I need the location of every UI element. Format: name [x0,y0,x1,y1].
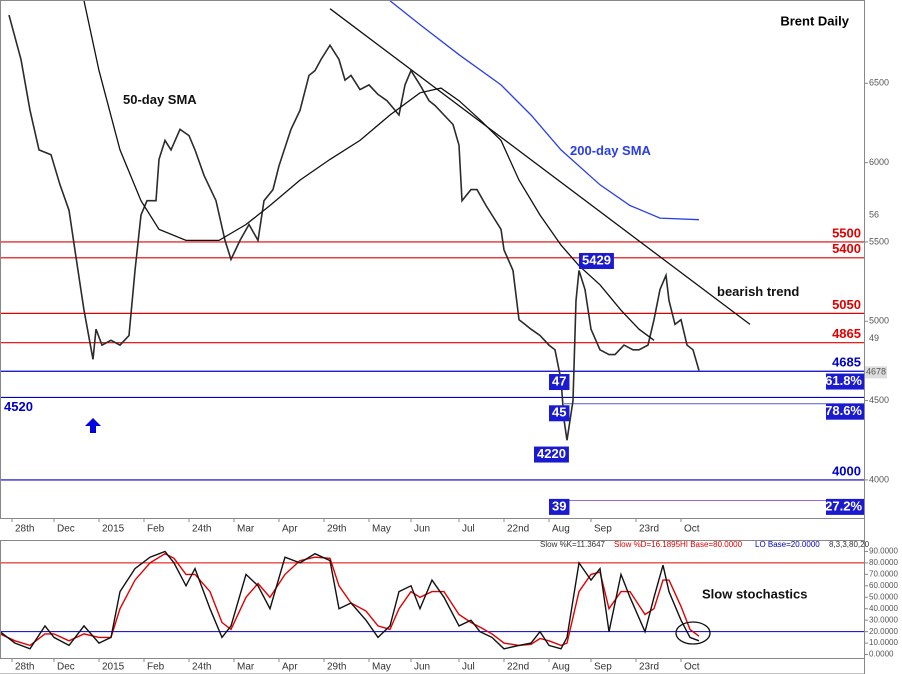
level-label: 5050 [832,297,861,312]
low-arrow [85,418,101,433]
fib-label: 61.8% [825,373,862,388]
box-label: 5429 [582,252,611,267]
stoch-y-tick-label: 30.0000 [869,615,898,624]
stoch-k [0,550,700,650]
stoch-y-tick-label: 50.0000 [869,592,898,601]
y-tick-label: 5000 [869,316,889,326]
x-tick-label: Jun [414,662,430,673]
x-tick-label: 22nd [507,524,529,535]
y-tick-label: 6500 [869,78,889,88]
series-label: 50-day SMA [123,92,197,107]
x-tick-label: Jul [462,662,475,673]
x-tick-label: Dec [57,662,75,673]
stoch-y-tick-label: 10.0000 [869,638,898,647]
box-label: 4220 [537,446,566,461]
fib-label: 127.2% [818,498,863,513]
box [549,498,570,515]
x-tick-label: 22nd [507,662,529,673]
x-tick-label: 24th [192,662,211,673]
x-tick-label: 28th [15,662,34,673]
x-tick-label: Sep [594,662,612,673]
stoch-y-tick-label: 70.0000 [869,569,898,578]
axis-note: 49 [869,333,879,343]
x-tick-label: Dec [57,524,75,535]
x-tick-label: 2015 [102,524,125,535]
fib-box [826,498,864,515]
stoch-y-tick-label: 40.0000 [869,604,898,613]
x-tick-label: 28th [15,524,34,535]
level-label: 4685 [832,355,861,370]
trend-line [329,8,751,325]
box-label: 47 [552,373,566,388]
stoch-header: Slow %D=16.1895 [614,540,681,549]
y-tick-label: 5500 [869,236,889,246]
x-tick-label: Jul [462,524,475,535]
stoch-header: HI Base=80.0000 [680,540,743,549]
series-line [389,0,700,221]
level-label: 4520 [4,399,33,414]
y-tick-label: 4500 [869,395,889,405]
stoch-y-tick-label: 90.0000 [869,547,898,556]
level-label: 5400 [832,241,861,256]
x-tick-label: Jun [414,524,430,535]
x-tick-label: Apr [282,524,298,535]
box-label: 39 [552,498,566,513]
box [549,405,570,422]
x-tick-label: Apr [282,662,298,673]
fib-box [826,403,864,420]
box [534,446,569,463]
x-tick-label: Oct [684,662,700,673]
x-tick-label: 23rd [639,524,659,535]
x-tick-label: 29th [327,524,346,535]
stoch-circle [675,621,711,645]
stoch-header: 8,3,3,80,20 [829,540,870,549]
stoch-header: Slow %K=11.3647 [540,540,606,549]
x-tick-label: 2015 [102,662,125,673]
fib-box [826,373,864,390]
level-label: 5500 [832,225,861,240]
x-tick-label: Aug [552,524,570,535]
box-label: 45 [552,405,566,420]
series-line [83,0,655,341]
chart-title: Brent Daily [780,13,849,28]
x-tick-label: Feb [147,662,165,673]
trend-label: bearish trend [717,284,799,299]
x-tick-label: May [372,524,391,535]
stoch-title: Slow stochastics [702,586,807,601]
level-label: 4000 [832,463,861,478]
y-tick-label: 4000 [869,474,889,484]
last-price-box [865,366,887,379]
box [579,252,614,269]
x-tick-label: Mar [237,662,255,673]
fib-label: 78.6% [825,403,862,418]
series-label: 200-day SMA [570,143,652,158]
last-price: 4678 [866,367,886,377]
stoch-y-tick-label: 60.0000 [869,581,898,590]
box [549,374,570,391]
stoch-y-tick-label: 20.0000 [869,627,898,636]
x-tick-label: 23rd [639,662,659,673]
x-tick-label: 24th [192,524,211,535]
x-tick-label: Sep [594,524,612,535]
series-line [8,14,700,441]
x-tick-label: Aug [552,662,570,673]
x-tick-label: Feb [147,524,165,535]
y-tick-label: 6000 [869,157,889,167]
level-label: 4865 [832,326,861,341]
stoch-y-tick-label: 80.0000 [869,558,898,567]
stoch-header: LO Base=20.0000 [755,540,820,549]
x-tick-label: Oct [684,524,700,535]
stoch-y-tick-label: 0.0000 [869,650,894,659]
x-tick-label: 29th [327,662,346,673]
x-tick-label: May [372,662,391,673]
axis-note: 56 [869,209,879,219]
x-tick-label: Mar [237,524,255,535]
